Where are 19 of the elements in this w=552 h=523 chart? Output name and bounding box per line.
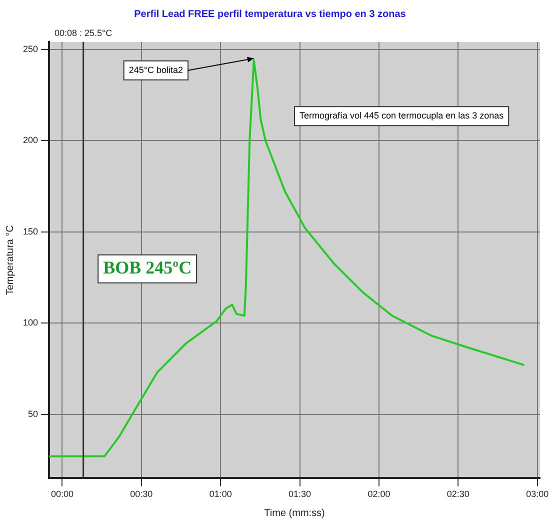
x-tick-label: 00:00 — [50, 489, 74, 500]
y-tick-label: 50 — [28, 408, 38, 419]
x-axis-title: Time (mm:ss) — [264, 508, 325, 519]
ref-line-label: 00:08 : 25.5°C — [54, 28, 113, 38]
chart-title: Perfil Lead FREE perfil temperatura vs tiempo en 3 zonas — [134, 8, 406, 20]
x-tick-label: 02:30 — [446, 489, 470, 500]
y-tick-label: 150 — [22, 226, 38, 236]
annotation: BOB 245ºC — [103, 257, 192, 278]
x-tick-label: 01:00 — [209, 489, 232, 500]
annotation: 245°C bolita2 — [128, 64, 183, 75]
x-tick-label: 01:30 — [288, 489, 312, 500]
annotation: Termografía vol 445 con termocupla en las 3 zonas — [300, 110, 504, 121]
x-tick-label: 03:00 — [526, 489, 549, 500]
y-tick-label: 100 — [22, 318, 38, 328]
x-tick-label: 00:30 — [130, 489, 153, 500]
y-axis-title: Temperatura °C — [4, 225, 16, 296]
y-tick-label: 250 — [22, 44, 38, 54]
y-tick-label: 200 — [22, 135, 38, 146]
x-tick-label: 02:00 — [368, 489, 390, 500]
